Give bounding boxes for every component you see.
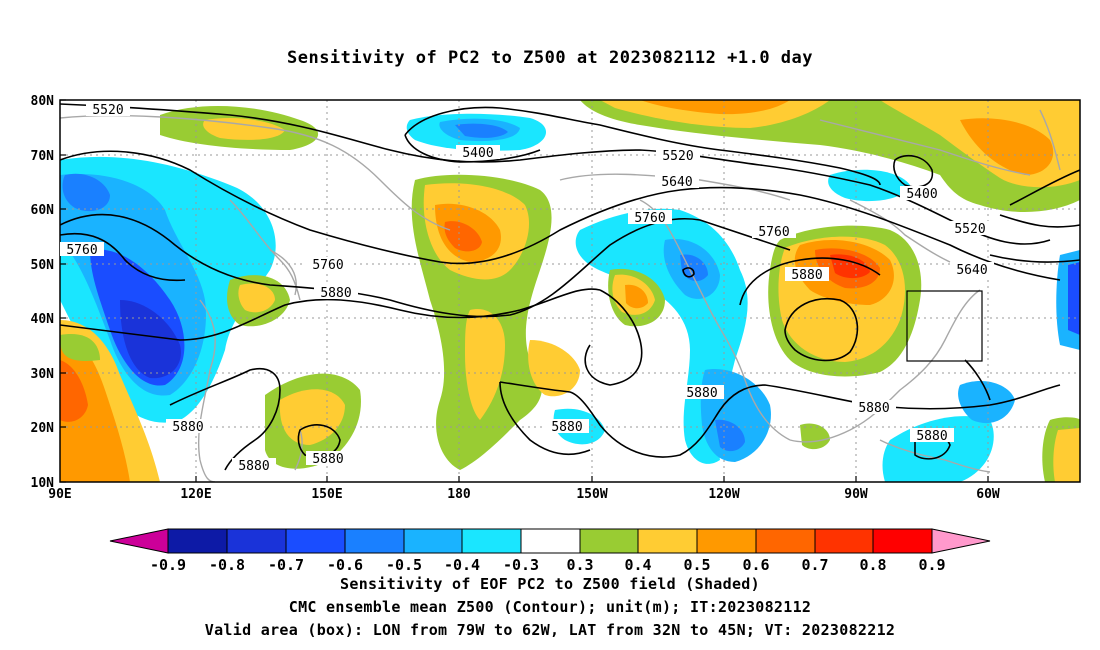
colorbar-segment (872, 528, 933, 554)
contour-label: 5880 (791, 268, 822, 283)
chart-title: Sensitivity of PC2 to Z500 at 2023082112… (286, 48, 813, 68)
lat-label: 50N (31, 258, 55, 273)
colorbar-segment (461, 528, 522, 554)
lon-label: 60W (976, 487, 1000, 502)
colorbar-segment (814, 528, 874, 554)
colorbar-segment (755, 528, 816, 554)
lat-label: 40N (31, 312, 55, 327)
contour-label: 5640 (956, 263, 987, 278)
lat-label: 20N (31, 421, 55, 436)
contour-label: 5400 (462, 146, 493, 161)
lat-label: 10N (31, 476, 55, 491)
colorbar-segment (344, 528, 405, 554)
colorbar-label: 0.8 (859, 556, 886, 574)
lat-label: 80N (31, 94, 55, 109)
colorbar-label: 0.9 (918, 556, 945, 574)
lon-label: 90E (48, 487, 71, 502)
lon-label: 120E (180, 487, 211, 502)
colorbar-segment (167, 528, 228, 554)
colorbar-label: 0.6 (742, 556, 769, 574)
contour-label: 5520 (662, 149, 693, 164)
lon-label: 150E (311, 487, 342, 502)
colorbar-label: -0.3 (503, 556, 539, 574)
colorbar-low-triangle (109, 528, 169, 554)
lat-label: 60N (31, 203, 55, 218)
colorbar-label: 0.3 (566, 556, 593, 574)
contour-label: 5880 (916, 429, 947, 444)
contour-label: 5880 (686, 386, 717, 401)
lat-label: 30N (31, 367, 55, 382)
contour-label: 5760 (66, 243, 97, 258)
contour-label: 5640 (661, 175, 692, 190)
colorbar-label: 0.5 (683, 556, 710, 574)
colorbar-segment (696, 528, 757, 554)
gridlines (60, 100, 1080, 482)
colorbar-label: -0.9 (150, 556, 186, 574)
contour-label: 5880 (858, 401, 889, 416)
longitude-labels: 90E 120E 150E 180 150W 120W 90W 60W (48, 487, 1000, 502)
colorbar-segment (637, 528, 698, 554)
valid-area-box (906, 290, 983, 362)
contour-label: 5520 (954, 222, 985, 237)
colorbar-label: -0.8 (209, 556, 245, 574)
colorbar-segment (226, 528, 287, 554)
lon-label: 120W (708, 487, 739, 502)
shading-layer (60, 100, 1080, 482)
caption-line-3: Valid area (box): LON from 79W to 62W, L… (204, 621, 896, 639)
colorbar-label: 0.7 (801, 556, 828, 574)
colorbar-label: -0.4 (444, 556, 480, 574)
lat-label: 70N (31, 149, 55, 164)
contour-label: 5400 (906, 187, 937, 202)
lon-label: 180 (447, 487, 471, 502)
colorbar-label: -0.7 (268, 556, 304, 574)
colorbar-segment (403, 528, 463, 554)
colorbar-segment (285, 528, 346, 554)
contour-labels: 5520 5400 5520 5640 5400 5520 5640 5760 … (60, 102, 994, 474)
contour-label: 5760 (634, 211, 665, 226)
colorbar-segment (520, 528, 581, 554)
colorbar-segment (579, 528, 639, 554)
caption-line-1: Sensitivity of EOF PC2 to Z500 field (Sh… (340, 575, 760, 593)
lon-label: 90W (844, 487, 868, 502)
contour-label: 5880 (238, 459, 269, 474)
coastlines (60, 109, 1061, 482)
contour-label: 5880 (320, 286, 351, 301)
plot-frame (59, 99, 1081, 483)
contour-label: 5760 (312, 258, 343, 273)
colorbar-label: 0.4 (624, 556, 651, 574)
colorbar: -0.9 -0.8 -0.7 -0.6 -0.5 -0.4 -0.3 0.3 0… (109, 528, 991, 574)
colorbar-high-triangle (931, 528, 991, 554)
latitude-labels: 80N 70N 60N 50N 40N 30N 20N 10N (31, 94, 55, 491)
lon-label: 150W (576, 487, 607, 502)
contour-label: 5880 (551, 420, 582, 435)
caption-line-2: CMC ensemble mean Z500 (Contour); unit(m… (288, 598, 812, 616)
contour-label: 5760 (758, 225, 789, 240)
contour-label: 5520 (92, 103, 123, 118)
contour-label: 5880 (172, 420, 203, 435)
tick-marks (60, 99, 989, 483)
colorbar-label: -0.5 (386, 556, 422, 574)
colorbar-label: -0.6 (327, 556, 363, 574)
contour-label: 5880 (312, 452, 343, 467)
